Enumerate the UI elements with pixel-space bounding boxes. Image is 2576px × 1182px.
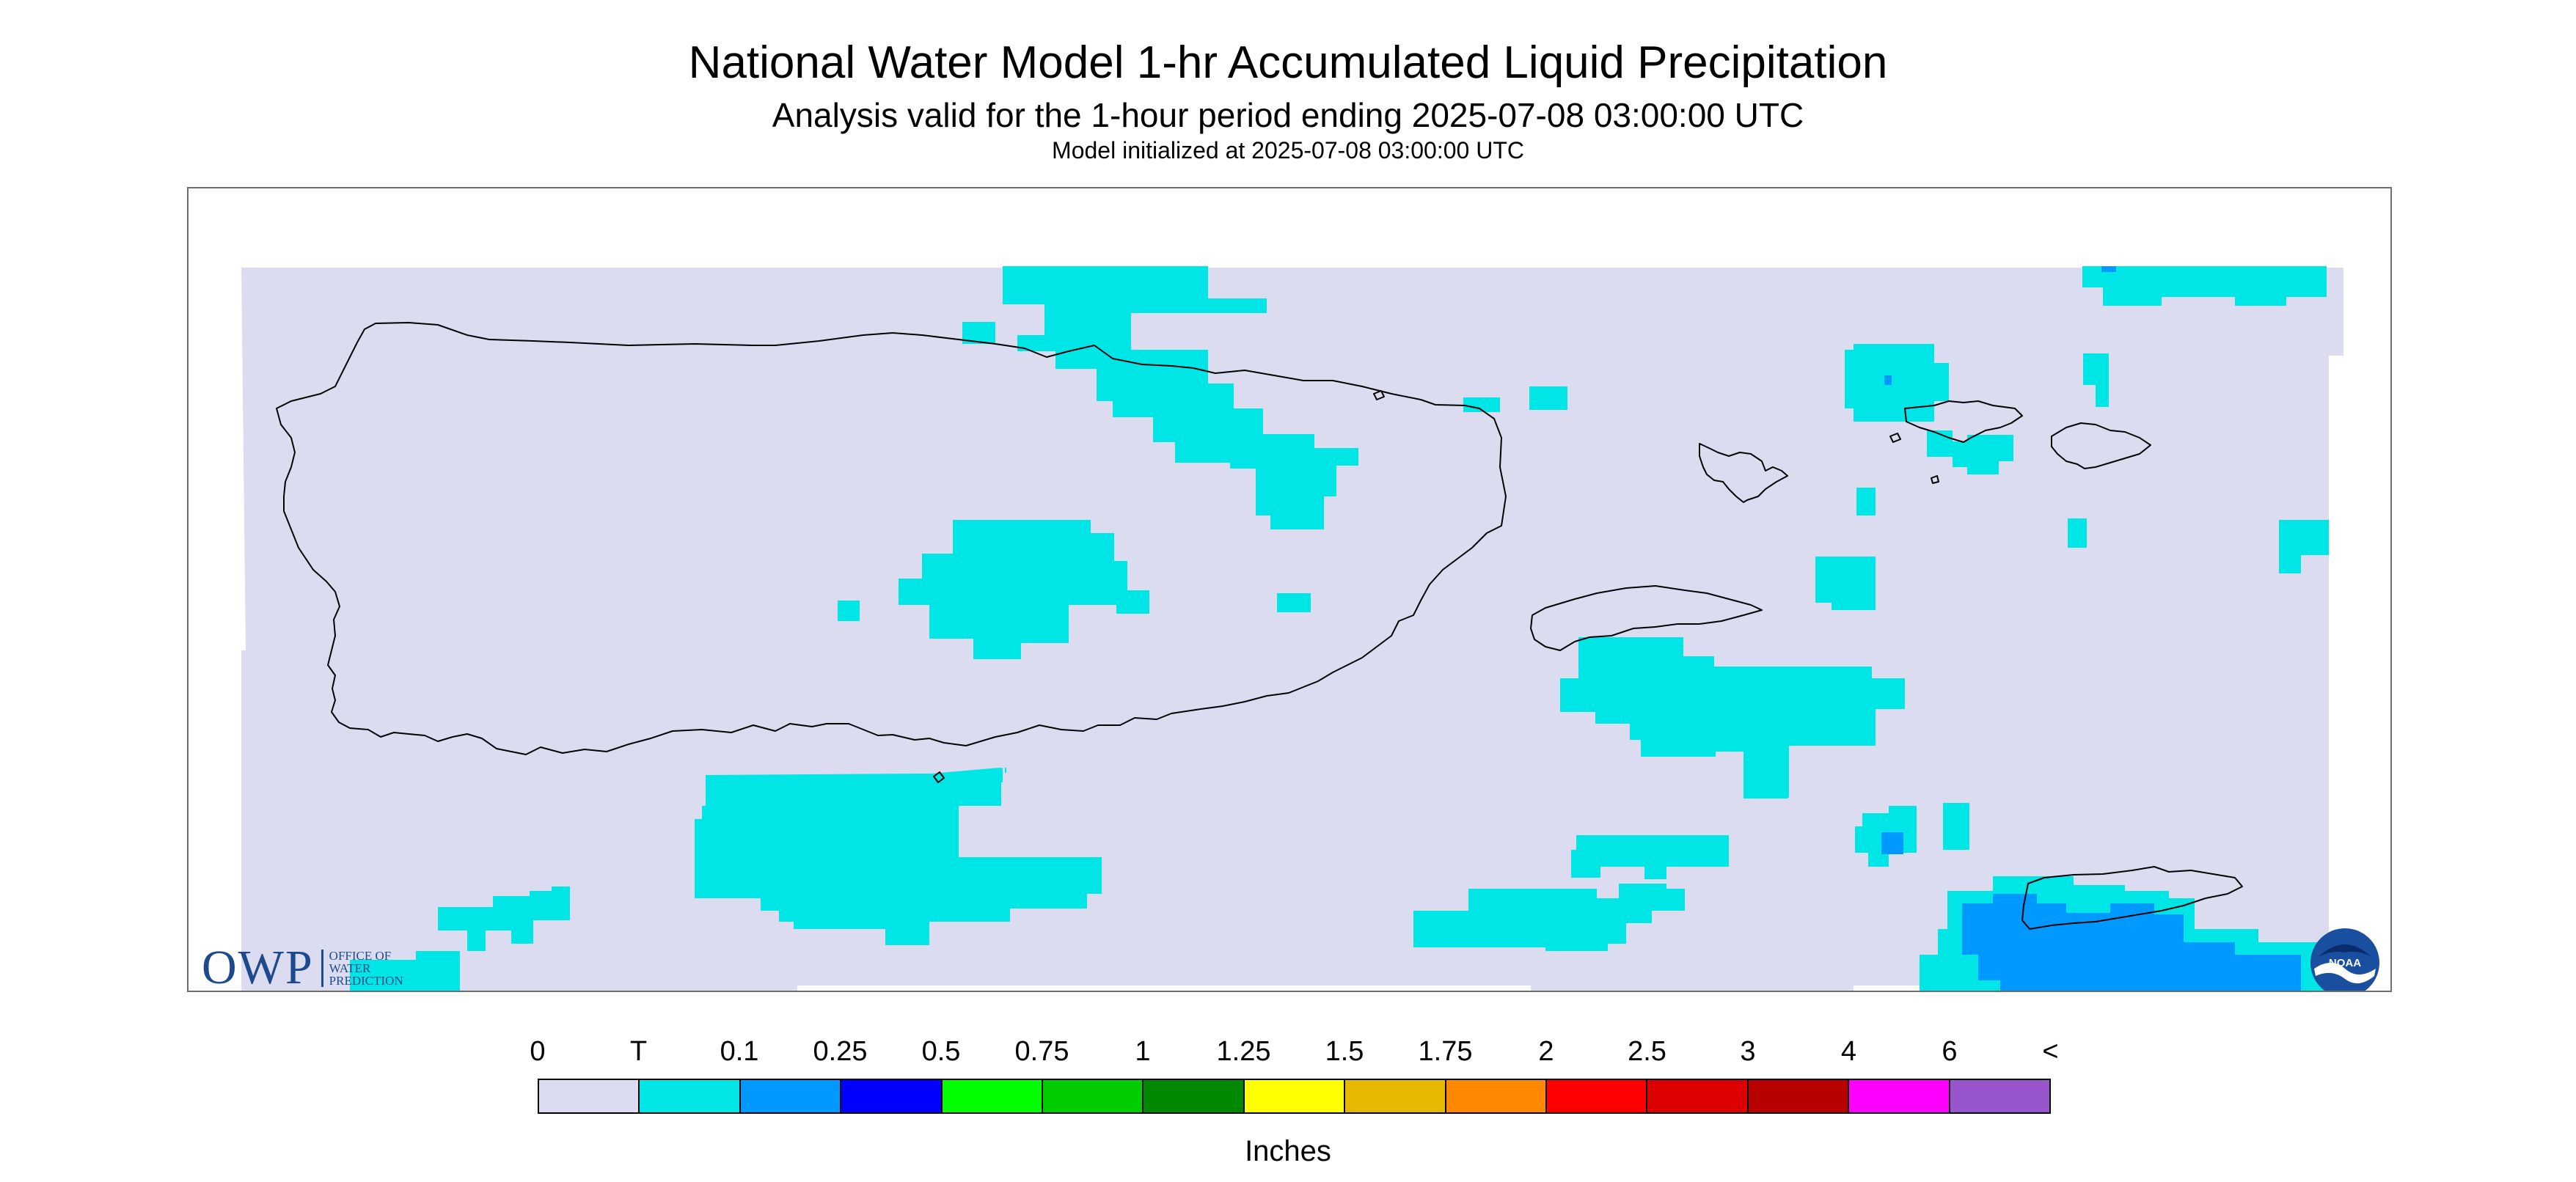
legend-label: 6 (1942, 1036, 1958, 1067)
legend-swatch (1547, 1080, 1648, 1112)
legend-label: 2 (1538, 1036, 1554, 1067)
legend-label: < (2042, 1036, 2059, 1067)
islet-outline (1889, 433, 1901, 443)
legend-swatch (1647, 1080, 1749, 1112)
precip-area (1856, 488, 1876, 515)
precip-area (2083, 353, 2109, 407)
precip-area (2279, 520, 2329, 573)
model-init-text: Model initialized at 2025-07-08 03:00:00… (1052, 137, 1524, 164)
legend-label: 3 (1740, 1036, 1756, 1067)
legend-swatch (1144, 1080, 1245, 1112)
precip-area (899, 520, 1149, 659)
owp-logo-line: OFFICE OF (329, 948, 392, 963)
precip-area (1413, 884, 1685, 951)
precip-area (1571, 835, 1729, 879)
precip-area (1943, 803, 1969, 850)
noaa-logo-text: NOAA (2329, 957, 2361, 969)
legend-label: 2.5 (1628, 1036, 1666, 1067)
legend-swatch (1043, 1080, 1144, 1112)
precip-area (2082, 266, 2327, 306)
legend-label: 0 (530, 1036, 546, 1067)
legend-swatch (539, 1080, 640, 1112)
legend-label: 0.5 (921, 1036, 961, 1067)
noaa-logo: NOAA (2310, 928, 2379, 991)
legend-swatch (1345, 1080, 1446, 1112)
legend-label: 0.1 (720, 1036, 759, 1067)
precip-area (838, 601, 860, 621)
st-john-outline (2051, 422, 2151, 469)
legend-label: 0.25 (813, 1036, 868, 1067)
precip-area (1962, 894, 2301, 991)
color-legend (538, 1079, 2051, 1114)
precip-area (1815, 557, 1876, 610)
st-croix-outline (2021, 866, 2243, 930)
precip-area (1463, 397, 1500, 412)
legend-swatch (1244, 1080, 1346, 1112)
owp-logo-line: PREDICTION (329, 973, 403, 988)
precipitation-map (241, 266, 2343, 991)
precip-area (1845, 344, 1949, 422)
owp-logo-line: WATER (329, 961, 371, 975)
legend-units: Inches (1245, 1135, 1331, 1167)
legend-swatch (1748, 1080, 1850, 1112)
light-precip-areas (1881, 266, 2301, 991)
page-title: National Water Model 1-hr Accumulated Li… (688, 37, 1888, 88)
legend-label: 1 (1135, 1036, 1151, 1067)
puerto-rico-outline (276, 322, 1507, 755)
trace-precip-areas (350, 266, 2329, 991)
owp-logo-subtext: OFFICE OF WATER PREDICTION (321, 948, 403, 988)
legend-label: 0.75 (1014, 1036, 1069, 1067)
coastlines (276, 322, 2243, 930)
legend-swatch (640, 1080, 741, 1112)
legend-swatch (740, 1080, 842, 1112)
legend-swatch (942, 1080, 1044, 1112)
precip-area (1560, 637, 1905, 799)
legend-swatch (841, 1080, 943, 1112)
precip-area (2068, 518, 2087, 548)
legend-label: 4 (1840, 1036, 1857, 1067)
precip-area (1529, 386, 1567, 410)
page-subtitle: Analysis valid for the 1-hour period end… (772, 96, 1804, 134)
legend-label: T (629, 1036, 648, 1067)
st-thomas-outline (1904, 400, 2023, 443)
precip-area (962, 322, 995, 344)
legend-swatch (1849, 1080, 1950, 1112)
precip-area (2101, 266, 2116, 272)
precip-area (438, 886, 570, 951)
precip-area (1884, 375, 1892, 385)
precip-area (350, 951, 460, 991)
precip-area (695, 775, 1102, 945)
precip-area (1881, 832, 1903, 854)
map-panel: OWP OFFICE OF WATER PREDICTION NOAA (187, 187, 2392, 992)
precip-area (1277, 593, 1311, 612)
precip-area (1003, 266, 1358, 529)
legend-swatch (1950, 1080, 2050, 1112)
legend-label: 1.25 (1216, 1036, 1271, 1067)
islet-outline (933, 771, 945, 783)
islet-outline (1931, 475, 1939, 484)
legend-label: 1.5 (1325, 1036, 1364, 1067)
precip-area (1927, 430, 2013, 474)
legend-label: 1.75 (1418, 1036, 1473, 1067)
islet-outline (1373, 390, 1385, 400)
owp-logo: OWP OFFICE OF WATER PREDICTION (202, 941, 403, 992)
vieques-outline (1530, 585, 1763, 651)
owp-logo-mark: OWP (202, 941, 314, 992)
culebra-outline (1699, 443, 1788, 503)
legend-swatch (1446, 1080, 1548, 1112)
